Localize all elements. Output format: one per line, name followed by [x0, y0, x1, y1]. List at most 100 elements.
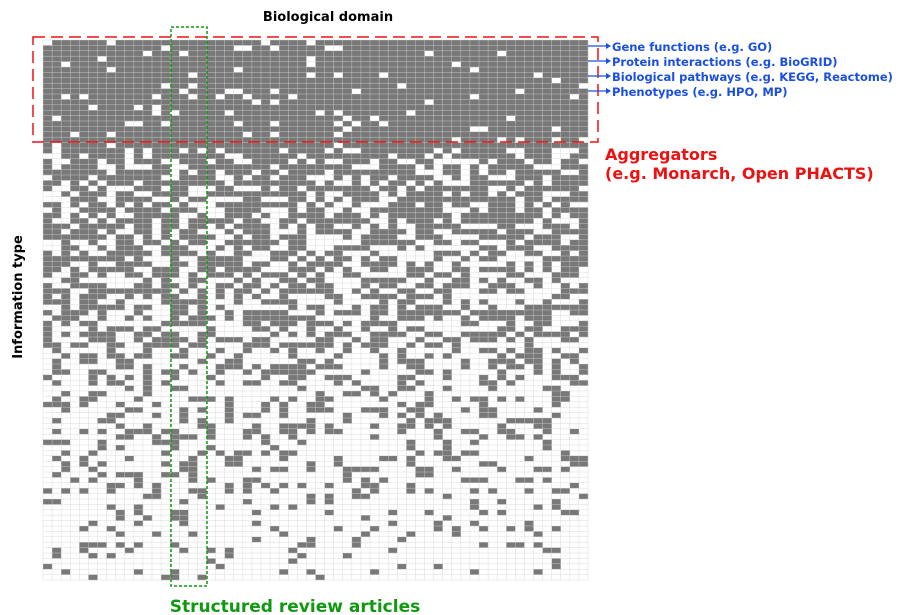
- heatmap-cell: [333, 250, 343, 257]
- heatmap-cell: [415, 315, 425, 321]
- heatmap-cell: [88, 542, 98, 548]
- heatmap-cell: [515, 229, 525, 235]
- heatmap-cell: [288, 504, 298, 510]
- heatmap-cell: [379, 358, 389, 365]
- heatmap-cell: [442, 439, 452, 446]
- heatmap-cell: [342, 61, 352, 68]
- heatmap-cell: [152, 412, 162, 419]
- heatmap-cell: [324, 482, 334, 489]
- heatmap-cell: [197, 223, 207, 230]
- heatmap-cell: [497, 67, 507, 73]
- heatmap-cell: [533, 115, 543, 122]
- heatmap-cell: [43, 72, 53, 78]
- heatmap-cell: [569, 45, 580, 51]
- heatmap-cell: [406, 94, 416, 100]
- heatmap-cell: [415, 450, 425, 456]
- heatmap-cell: [351, 61, 362, 68]
- heatmap-cell: [279, 191, 289, 197]
- heatmap-cell: [379, 94, 389, 100]
- heatmap-cell: [388, 158, 398, 165]
- heatmap-cell: [79, 342, 89, 348]
- heatmap-cell: [415, 121, 425, 127]
- heatmap-cell: [533, 121, 543, 127]
- heatmap-cell: [578, 153, 589, 159]
- heatmap-cell: [43, 56, 53, 62]
- heatmap-cell: [397, 412, 407, 419]
- heatmap-cell: [488, 131, 498, 138]
- heatmap-cell: [551, 50, 561, 57]
- heatmap-cell: [379, 142, 389, 149]
- heatmap-cell: [88, 223, 98, 230]
- heatmap-cell: [433, 250, 443, 257]
- heatmap-cell: [342, 374, 352, 381]
- heatmap-cell: [488, 488, 498, 494]
- heatmap-cell: [306, 428, 316, 435]
- heatmap-cell: [333, 293, 343, 300]
- heatmap-cell: [515, 61, 525, 68]
- heatmap-cell: [97, 293, 107, 300]
- heatmap-cell: [542, 40, 552, 46]
- heatmap-cell: [542, 310, 552, 316]
- heatmap-cell: [179, 121, 189, 127]
- heatmap-cell: [451, 191, 461, 197]
- heatmap-cell: [360, 342, 371, 348]
- heatmap-cell: [542, 261, 552, 267]
- heatmap-cell: [288, 331, 298, 338]
- heatmap-cell: [379, 396, 389, 402]
- heatmap-cell: [424, 45, 434, 51]
- heatmap-cell: [133, 223, 144, 230]
- heatmap-cell: [360, 137, 371, 143]
- heatmap-cell: [388, 83, 398, 89]
- heatmap-cell: [460, 315, 471, 321]
- heatmap-cell: [488, 72, 498, 78]
- heatmap-cell: [79, 99, 89, 105]
- heatmap-cell: [542, 83, 552, 89]
- heatmap-cell: [306, 67, 316, 73]
- heatmap-cell: [224, 94, 234, 100]
- heatmap-cell: [261, 180, 271, 186]
- heatmap-cell: [506, 196, 516, 203]
- heatmap-cell: [415, 61, 425, 68]
- heatmap-cell: [360, 369, 371, 375]
- heatmap-cell: [351, 542, 362, 548]
- heatmap-cell: [233, 223, 243, 230]
- heatmap-cell: [515, 299, 525, 305]
- heatmap-cell: [442, 131, 452, 138]
- heatmap-cell: [261, 88, 271, 95]
- heatmap-cell: [270, 94, 280, 100]
- heatmap-cell: [578, 283, 589, 289]
- heatmap-cell: [288, 196, 298, 203]
- heatmap-cell: [288, 547, 298, 554]
- heatmap-cell: [479, 542, 489, 548]
- heatmap-cell: [488, 250, 498, 257]
- heatmap-cell: [560, 450, 570, 456]
- heatmap-cell: [197, 234, 207, 240]
- heatmap-cell: [497, 115, 507, 122]
- heatmap-cell: [88, 353, 98, 359]
- heatmap-cell: [52, 229, 62, 235]
- heatmap-cell: [388, 520, 398, 527]
- heatmap-cell: [379, 126, 389, 132]
- heatmap-cell: [124, 261, 134, 267]
- heatmap-cell: [406, 315, 416, 321]
- heatmap-cell: [324, 164, 334, 170]
- heatmap-cell: [115, 250, 125, 257]
- heatmap-cell: [406, 77, 416, 84]
- heatmap-cell: [406, 169, 416, 176]
- heatmap-cell: [542, 239, 552, 246]
- heatmap-cell: [61, 391, 71, 397]
- heatmap-cell: [460, 153, 471, 159]
- heatmap-cell: [306, 104, 316, 111]
- heatmap-cell: [288, 342, 298, 348]
- heatmap-cell: [115, 342, 125, 348]
- heatmap-cell: [142, 331, 153, 338]
- heatmap-cell: [397, 61, 407, 68]
- heatmap-cell: [142, 277, 153, 284]
- heatmap-cell: [388, 455, 398, 462]
- heatmap-cell: [533, 531, 543, 537]
- heatmap-cell: [61, 164, 71, 170]
- heatmap-cell: [497, 326, 507, 332]
- heatmap-cell: [251, 315, 262, 321]
- heatmap-cell: [233, 83, 243, 89]
- heatmap-cell: [43, 374, 53, 381]
